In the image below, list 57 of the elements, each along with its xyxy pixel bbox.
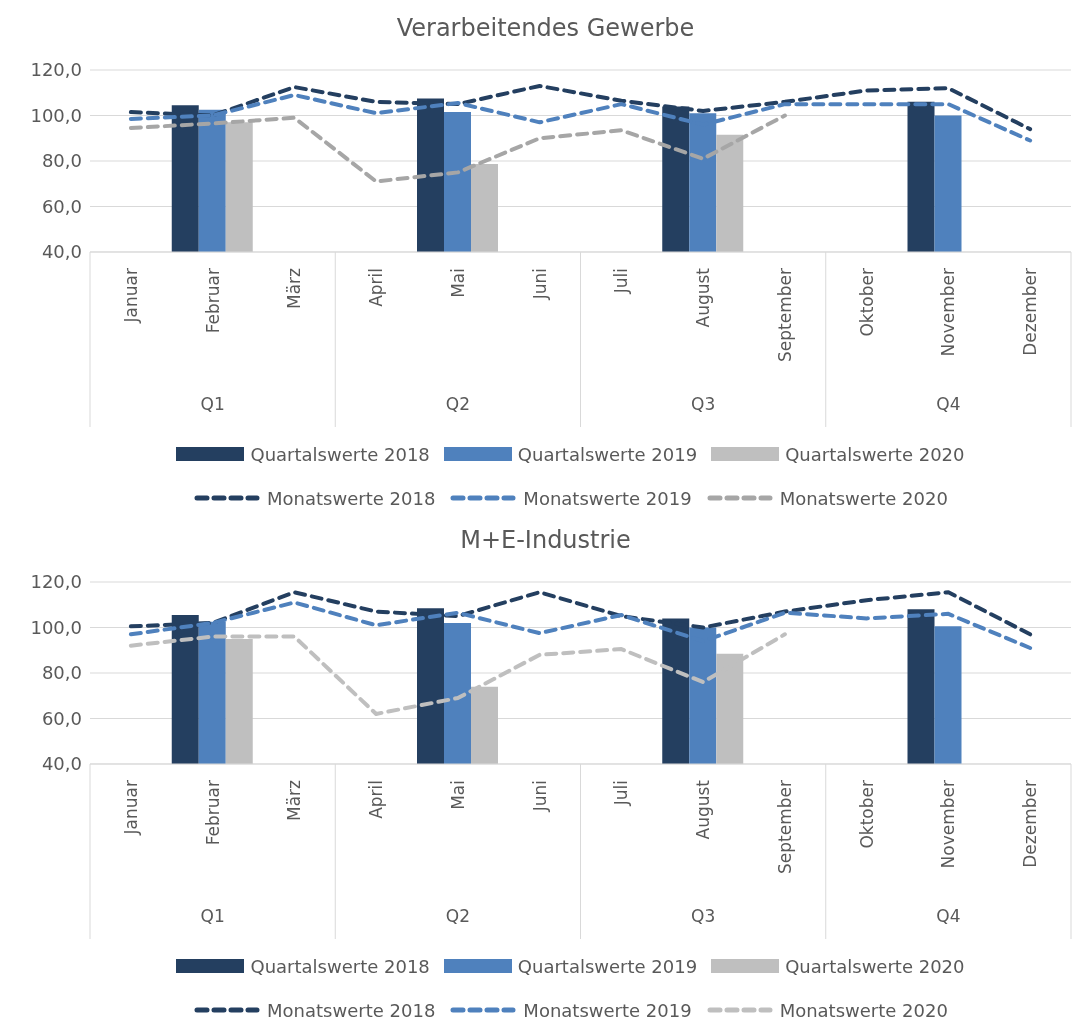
text: Q2 xyxy=(445,906,470,926)
x-tick-label: Januar xyxy=(120,267,141,324)
y-tick-label: 40,0 xyxy=(41,241,82,263)
x-tick-label: Mai xyxy=(447,780,468,810)
chart-title: Verarbeitendes Gewerbe xyxy=(395,13,696,44)
y-tick-label: 60,0 xyxy=(41,195,82,217)
y-tick-label: 80,0 xyxy=(41,150,82,172)
chart-title: M+E-Industrie xyxy=(459,525,632,556)
x-tick-label: März xyxy=(284,779,305,821)
legend-label: Quartalswerte 2019 xyxy=(517,443,698,465)
legend-label: Monatswerte 2019 xyxy=(523,487,692,509)
y-tick-label: 120,0 xyxy=(30,571,82,593)
x-tick-label: August xyxy=(693,267,714,328)
x-tick-label: Juni xyxy=(529,780,550,813)
legend-label: Quartalswerte 2018 xyxy=(250,955,430,977)
text: Q3 xyxy=(691,394,716,414)
x-tick-label: April xyxy=(366,780,387,819)
x-tick-label: August xyxy=(693,779,714,840)
y-tick-label: 60,0 xyxy=(41,707,82,729)
y-tick-label: 100,0 xyxy=(30,104,82,126)
x-tick-label: November xyxy=(938,267,959,357)
text: Q1 xyxy=(200,906,225,926)
legend-label: Quartalswerte 2020 xyxy=(785,955,965,977)
legend-label: Monatswerte 2020 xyxy=(779,999,948,1021)
x-tick-label: Oktober xyxy=(856,779,877,849)
line-series xyxy=(128,113,787,184)
legend-label: Quartalswerte 2018 xyxy=(250,443,430,465)
text: Q3 xyxy=(691,906,716,926)
x-tick-label: Juni xyxy=(529,268,550,301)
x-tick-label: Februar xyxy=(202,780,223,846)
legend-label: Quartalswerte 2020 xyxy=(785,443,965,465)
y-tick-label: 80,0 xyxy=(41,662,82,684)
x-tick-label: Februar xyxy=(202,268,223,334)
x-tick-label: September xyxy=(774,779,795,874)
text: Q4 xyxy=(936,906,961,926)
legend-label: Monatswerte 2019 xyxy=(523,999,692,1021)
legend-label: Monatswerte 2018 xyxy=(267,999,436,1021)
legend-label: Quartalswerte 2019 xyxy=(517,955,698,977)
y-tick-label: 120,0 xyxy=(30,59,82,81)
x-tick-label: Mai xyxy=(447,268,468,298)
text: Q4 xyxy=(936,394,961,414)
x-tick-label: Juli xyxy=(611,268,632,295)
x-tick-label: Januar xyxy=(120,779,141,836)
x-tick-label: November xyxy=(938,779,959,869)
x-tick-label: Dezember xyxy=(1020,267,1041,356)
text: Q1 xyxy=(200,394,225,414)
text: Q2 xyxy=(445,394,470,414)
x-tick-label: April xyxy=(366,268,387,307)
legend-label: Monatswerte 2018 xyxy=(267,487,436,509)
x-tick-label: Dezember xyxy=(1020,779,1041,868)
y-tick-label: 40,0 xyxy=(41,753,82,775)
x-tick-label: Oktober xyxy=(856,267,877,337)
y-tick-label: 100,0 xyxy=(30,616,82,638)
x-tick-label: September xyxy=(774,267,795,362)
legend-label: Monatswerte 2020 xyxy=(779,487,948,509)
x-tick-label: Juli xyxy=(611,780,632,807)
x-tick-label: März xyxy=(284,267,305,309)
